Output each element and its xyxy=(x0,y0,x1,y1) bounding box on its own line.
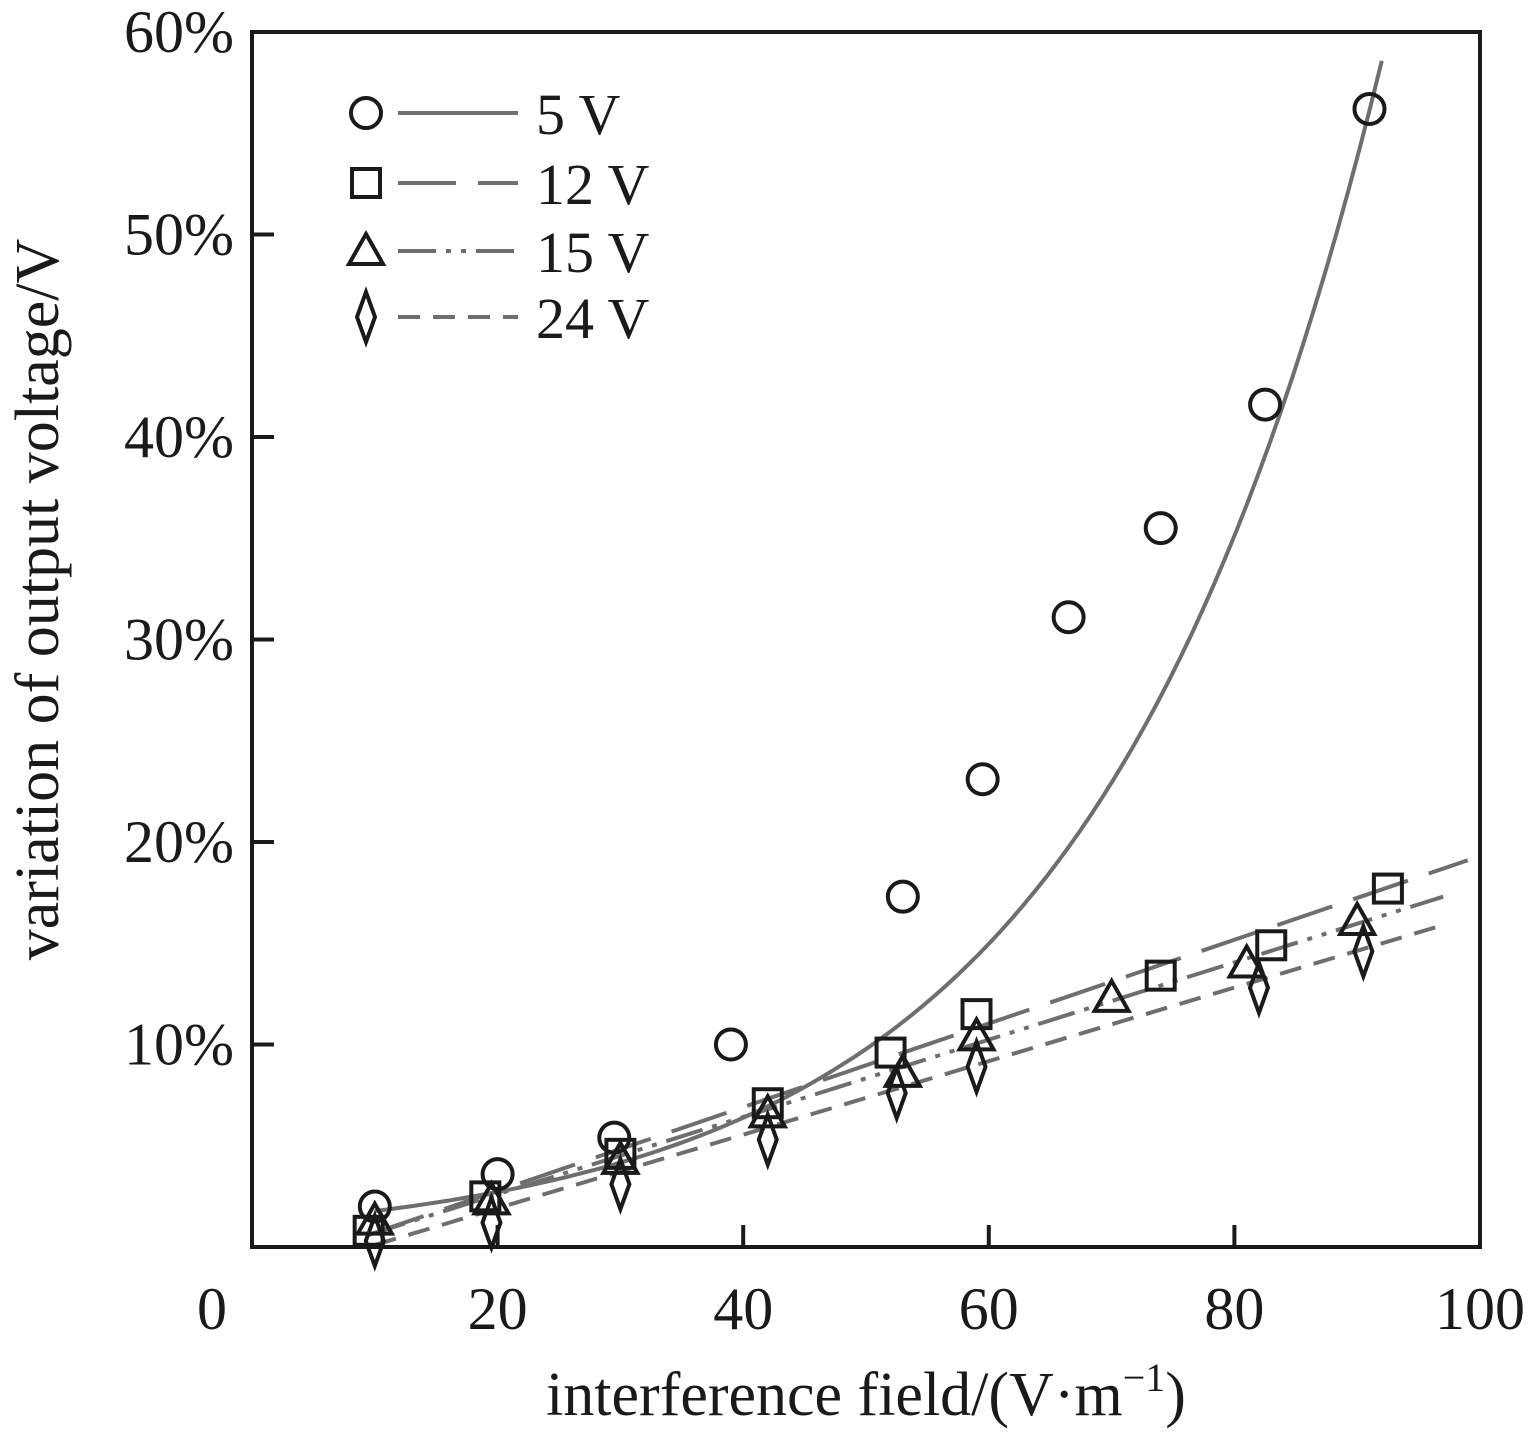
axis-ticks: 10% 20% 30% 40% 50% 60% 0 20 40 60 80 100 xyxy=(124,0,1525,1342)
fit-line-12v xyxy=(368,858,1469,1237)
data-point-diamond xyxy=(609,1153,632,1216)
data-point-circle xyxy=(885,879,920,914)
fit-lines xyxy=(368,60,1469,1247)
y-tick-label: 40% xyxy=(124,404,234,470)
y-tick-label: 10% xyxy=(124,1012,234,1078)
data-point-triangle xyxy=(1336,899,1378,936)
data-point-diamond xyxy=(965,1035,988,1098)
data-point-square xyxy=(960,998,993,1031)
data-point-circle xyxy=(1143,511,1178,546)
data-point-square xyxy=(1255,929,1288,962)
legend: 5 V12 V15 V24 V xyxy=(345,82,649,351)
data-point-square xyxy=(1144,959,1177,992)
data-point-circle xyxy=(1352,91,1387,126)
data-point-triangle xyxy=(354,1199,396,1236)
legend-label: 24 V xyxy=(536,286,649,351)
legend-marker-diamond xyxy=(354,286,378,348)
data-point-diamond xyxy=(363,1210,386,1272)
data-point-triangle xyxy=(1091,976,1133,1013)
x-tick-label: 0 xyxy=(197,1276,227,1342)
x-axis-title: interference field/(V·m−1) xyxy=(546,1355,1186,1429)
data-point-circle xyxy=(1248,387,1283,422)
legend-label: 12 V xyxy=(536,152,649,217)
x-tick-label: 40 xyxy=(713,1276,773,1342)
data-point-diamond xyxy=(756,1108,779,1171)
data-point-triangle xyxy=(956,1015,997,1052)
data-point-circle xyxy=(713,1027,748,1062)
data-point-triangle xyxy=(747,1092,789,1129)
data-point-diamond xyxy=(885,1062,908,1125)
x-tick-label: 80 xyxy=(1204,1276,1264,1342)
data-point-triangle xyxy=(599,1138,641,1175)
legend-label: 5 V xyxy=(536,82,620,147)
data-point-square xyxy=(1371,872,1404,905)
x-tick-label: 60 xyxy=(959,1276,1019,1342)
data-point-triangle xyxy=(471,1179,512,1216)
y-tick-label: 30% xyxy=(124,607,234,673)
y-tick-label: 50% xyxy=(124,202,234,268)
y-axis-title: variation of output voltage/V xyxy=(4,239,72,961)
x-tick-label: 20 xyxy=(468,1276,528,1342)
y-tick-label: 20% xyxy=(124,809,234,875)
legend-label: 15 V xyxy=(536,220,649,285)
y-tick-label: 60% xyxy=(124,0,234,65)
data-point-triangle xyxy=(1226,942,1268,979)
data-point-square xyxy=(874,1036,907,1069)
data-point-diamond xyxy=(1352,920,1375,983)
legend-marker-square xyxy=(350,167,382,199)
data-point-diamond xyxy=(1247,956,1271,1019)
data-point-circle xyxy=(965,762,1000,797)
x-tick-label: 100 xyxy=(1435,1276,1525,1342)
legend-marker-triangle xyxy=(345,229,387,266)
data-markers xyxy=(352,91,1404,1272)
legend-marker-circle xyxy=(349,96,383,130)
data-point-circle xyxy=(1051,600,1086,635)
